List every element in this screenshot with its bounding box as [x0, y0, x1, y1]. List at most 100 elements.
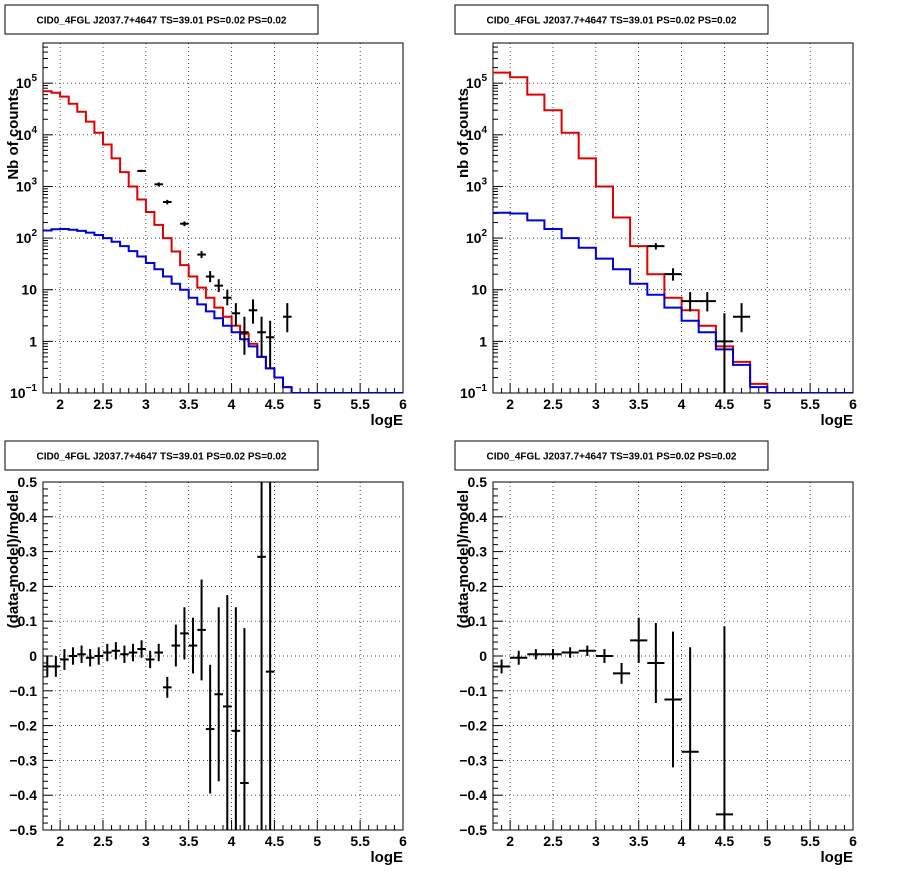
x-tick-label: 2.5 — [543, 833, 563, 849]
data-point — [578, 645, 596, 656]
x-tick-label: 5.5 — [800, 833, 820, 849]
x-axis-label: logE — [371, 412, 404, 429]
y-tick-label: 105 — [16, 73, 38, 91]
data-point — [154, 643, 163, 662]
x-tick-label: 4 — [228, 833, 236, 849]
x-tick-label: 2 — [506, 396, 514, 412]
data-point — [493, 659, 511, 674]
x-tick-label: 5.5 — [350, 396, 370, 412]
y-tick-label: 105 — [466, 73, 488, 91]
x-tick-label: 2 — [506, 833, 514, 849]
data-point — [180, 221, 189, 227]
x-axis-label: logE — [821, 412, 854, 429]
data-point — [145, 650, 155, 669]
x-tick-label: 3.5 — [179, 833, 199, 849]
data-point — [163, 199, 172, 205]
series-layer — [43, 90, 403, 393]
x-tick-label: 6 — [399, 833, 407, 849]
y-tick-label: −0.3 — [459, 752, 487, 768]
y-tick-label: 104 — [466, 125, 488, 143]
y-axis-label: (data-model)/model — [5, 490, 22, 628]
y-tick-label: −0.4 — [9, 787, 37, 803]
data-point — [231, 607, 241, 830]
data-point — [214, 607, 223, 782]
y-tick-exponent: 4 — [481, 125, 487, 136]
y-tick-base: 10 — [16, 75, 32, 91]
x-tick-label: 5 — [763, 833, 771, 849]
data-point — [137, 169, 146, 173]
red-step-line — [43, 90, 403, 393]
x-tick-label: 5 — [313, 833, 321, 849]
data-point — [240, 316, 249, 355]
data-point — [137, 640, 146, 658]
y-tick-base: 10 — [471, 282, 487, 298]
data-point — [180, 607, 189, 660]
y-tick-exponent: −1 — [26, 383, 38, 394]
y-tick-label: 0.5 — [468, 474, 488, 490]
y-tick-label: 0.3 — [468, 544, 488, 560]
data-point — [223, 289, 232, 306]
y-axis-label: (data-model)/model — [455, 490, 472, 628]
x-tick-label: 2 — [56, 396, 64, 412]
data-point — [257, 482, 266, 830]
data-point — [510, 650, 528, 665]
x-tick-label: 3 — [142, 833, 150, 849]
data-point — [698, 292, 716, 312]
y-axis-label: Nb of counts — [5, 88, 22, 180]
x-tick-label: 4.5 — [715, 396, 735, 412]
data-point — [681, 292, 699, 312]
data-point — [128, 643, 138, 662]
data-point — [733, 303, 751, 333]
chart-panel-4: 2 2.5 3 3.5 4 4.5 5 5.5 6 −0.5 −0.4 −0.3 −0.2 −0.1 0 0.… — [454, 440, 857, 866]
y-tick-label: 10−1 — [10, 383, 37, 401]
y-tick-label: 0.2 — [468, 578, 488, 594]
x-tick-label: 6 — [849, 396, 857, 412]
series-layer — [493, 617, 733, 830]
x-axis-label: logE — [821, 849, 854, 866]
y-tick-label: 0.1 — [468, 613, 488, 629]
x-tick-label: 6 — [399, 396, 407, 412]
y-tick-base: 1 — [479, 333, 487, 349]
y-tick-label: 1 — [29, 333, 37, 349]
chart-title: CID0_4FGL J2037.7+4647 TS=39.01 PS=0.02 … — [37, 452, 287, 463]
blue-step-line — [493, 211, 853, 393]
data-point — [197, 579, 206, 681]
x-tick-label: 4 — [228, 396, 236, 412]
data-point — [171, 624, 181, 667]
y-tick-label: −0.4 — [459, 787, 487, 803]
y-tick-base: 10 — [16, 178, 32, 194]
x-tick-label: 5 — [763, 396, 771, 412]
y-tick-label: 0 — [479, 648, 487, 664]
x-tick-label: 4 — [678, 396, 686, 412]
y-tick-exponent: 3 — [481, 176, 487, 187]
x-tick-label: 4.5 — [265, 833, 285, 849]
data-point — [51, 656, 61, 677]
y-tick-exponent: 5 — [31, 73, 37, 84]
y-tick-exponent: 4 — [31, 125, 37, 136]
chart-title: CID0_4FGL J2037.7+4647 TS=39.01 PS=0.02 … — [37, 16, 287, 27]
data-point — [265, 482, 275, 830]
x-tick-label: 3 — [592, 833, 600, 849]
data-point — [68, 647, 78, 665]
x-axis-label: logE — [371, 849, 404, 866]
data-point — [265, 320, 275, 369]
y-tick-label: −0.1 — [459, 683, 487, 699]
data-point — [664, 631, 682, 768]
title-box — [4, 440, 319, 471]
x-tick-label: 5 — [313, 396, 321, 412]
data-point — [205, 664, 215, 794]
y-tick-label: −0.5 — [9, 822, 37, 838]
y-tick-exponent: 2 — [481, 228, 487, 239]
y-tick-base: 10 — [460, 385, 476, 401]
y-tick-base: 10 — [10, 385, 26, 401]
data-point — [595, 649, 613, 663]
x-tick-label: 3.5 — [629, 396, 649, 412]
data-point — [77, 645, 86, 663]
x-tick-label: 3 — [142, 396, 150, 412]
x-tick-label: 5.5 — [800, 396, 820, 412]
data-point — [283, 303, 292, 333]
x-tick-label: 2 — [56, 833, 64, 849]
y-tick-label: 10 — [471, 282, 487, 298]
data-point — [154, 182, 163, 187]
series-layer — [43, 482, 275, 830]
